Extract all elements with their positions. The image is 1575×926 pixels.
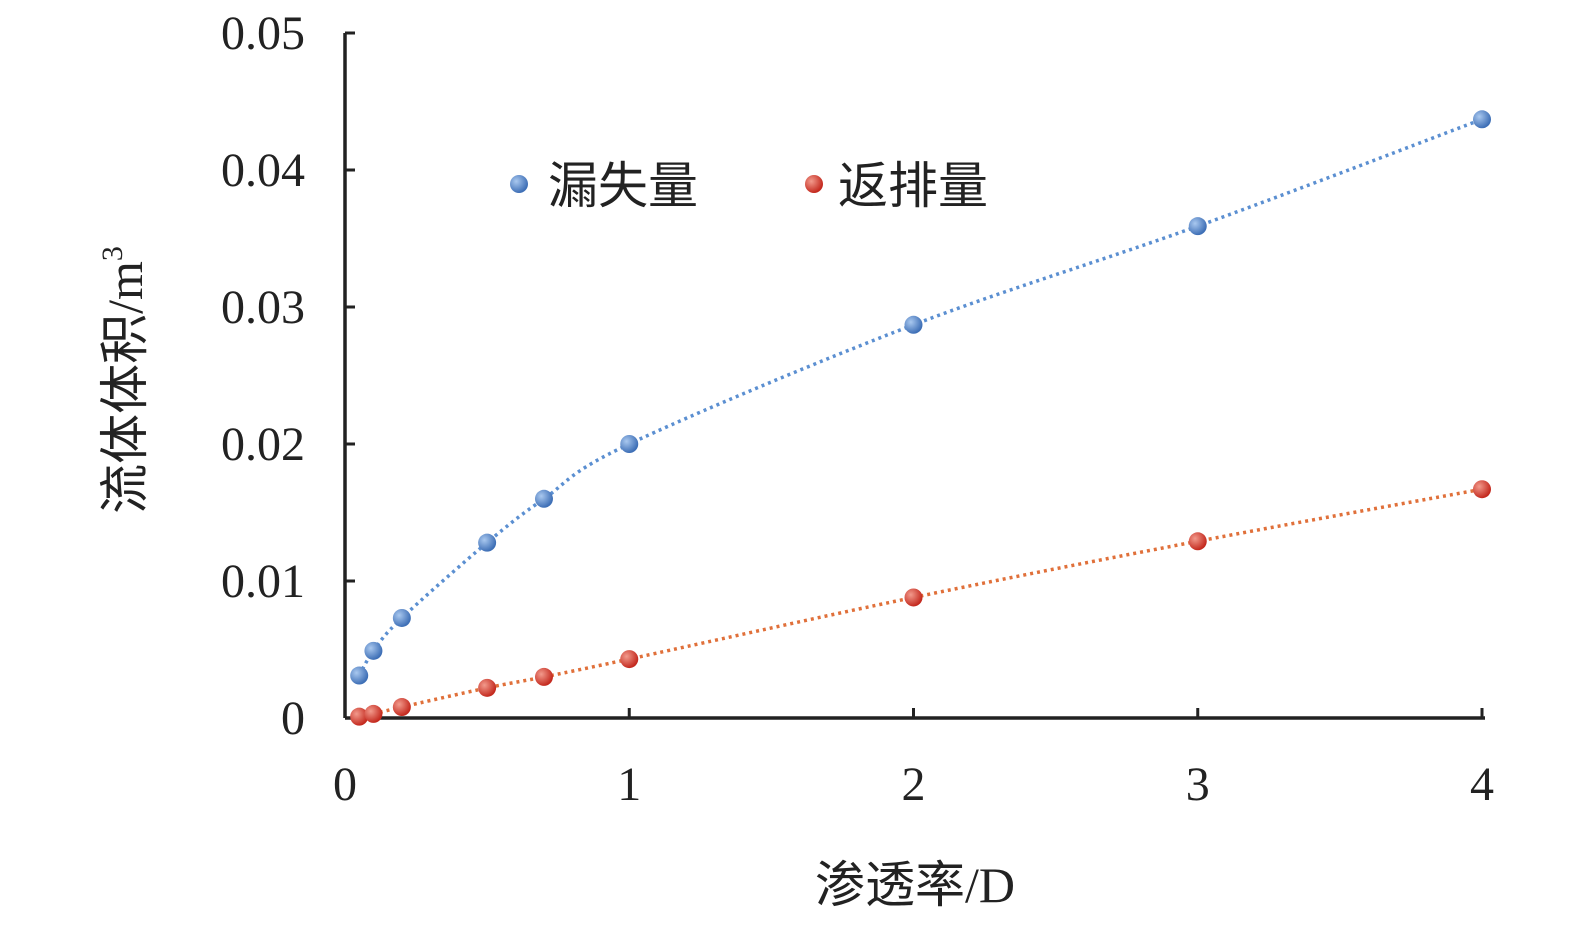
- data-point-series-2: [392, 698, 411, 717]
- y-axis-title: 流体体积/m3: [96, 246, 153, 514]
- data-point-series-1: [350, 666, 369, 685]
- data-point-series-1: [1188, 217, 1207, 236]
- legend-marker-1: [510, 175, 528, 193]
- legend-marker-2: [805, 175, 823, 193]
- y-tick-label: 0.01: [221, 555, 305, 608]
- legend: 漏失量 返排量: [510, 158, 988, 214]
- data-point-series-2: [350, 707, 369, 726]
- data-point-series-1: [1473, 110, 1491, 129]
- y-tick-label: 0.03: [221, 281, 305, 334]
- svg-text:流体体积/m3: 流体体积/m3: [96, 246, 153, 514]
- legend-label-1: 漏失量: [548, 158, 698, 214]
- x-tick-label: 3: [1186, 758, 1210, 811]
- data-point-series-1: [478, 533, 497, 552]
- data-point-series-2: [904, 588, 923, 607]
- axes: [343, 33, 1485, 720]
- data-point-series-1: [534, 489, 553, 508]
- data-points: [350, 110, 1491, 726]
- x-tick-label: 1: [617, 758, 641, 811]
- data-point-series-2: [1473, 480, 1491, 499]
- data-point-series-2: [1188, 532, 1207, 551]
- y-tick-label: 0: [281, 692, 305, 745]
- legend-label-2: 返排量: [838, 158, 988, 214]
- y-tick-label: 0.05: [221, 7, 305, 60]
- x-tick-label: 4: [1470, 758, 1494, 811]
- x-tick-label: 2: [902, 758, 926, 811]
- data-point-series-2: [534, 667, 553, 686]
- data-point-series-2: [364, 704, 383, 723]
- data-point-series-1: [904, 315, 923, 334]
- data-point-series-2: [478, 678, 497, 697]
- data-point-series-1: [364, 641, 383, 660]
- data-point-series-1: [620, 435, 639, 453]
- y-tick-label: 0.04: [221, 144, 305, 197]
- data-point-series-2: [620, 650, 639, 669]
- x-axis-title: 渗透率/D: [815, 857, 1015, 913]
- y-axis-title-text: 流体体积/m: [97, 261, 153, 514]
- ticks: 0 0.01 0.02 0.03 0.04 0.05 0 1 2 3 4: [221, 7, 1494, 811]
- x-tick-label: 0: [333, 758, 357, 811]
- data-point-series-1: [392, 608, 411, 627]
- y-axis-title-superscript: 3: [96, 246, 129, 261]
- y-tick-label: 0.02: [221, 418, 305, 471]
